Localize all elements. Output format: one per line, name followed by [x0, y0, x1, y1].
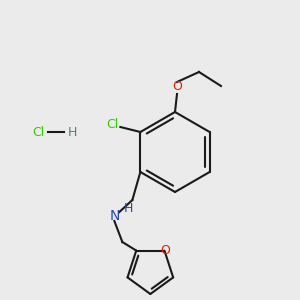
Text: H: H [67, 125, 77, 139]
Text: Cl: Cl [106, 118, 118, 130]
Text: O: O [160, 244, 170, 257]
Text: O: O [172, 80, 182, 92]
Text: H: H [124, 202, 133, 215]
Text: N: N [109, 209, 119, 223]
Text: Cl: Cl [32, 125, 44, 139]
